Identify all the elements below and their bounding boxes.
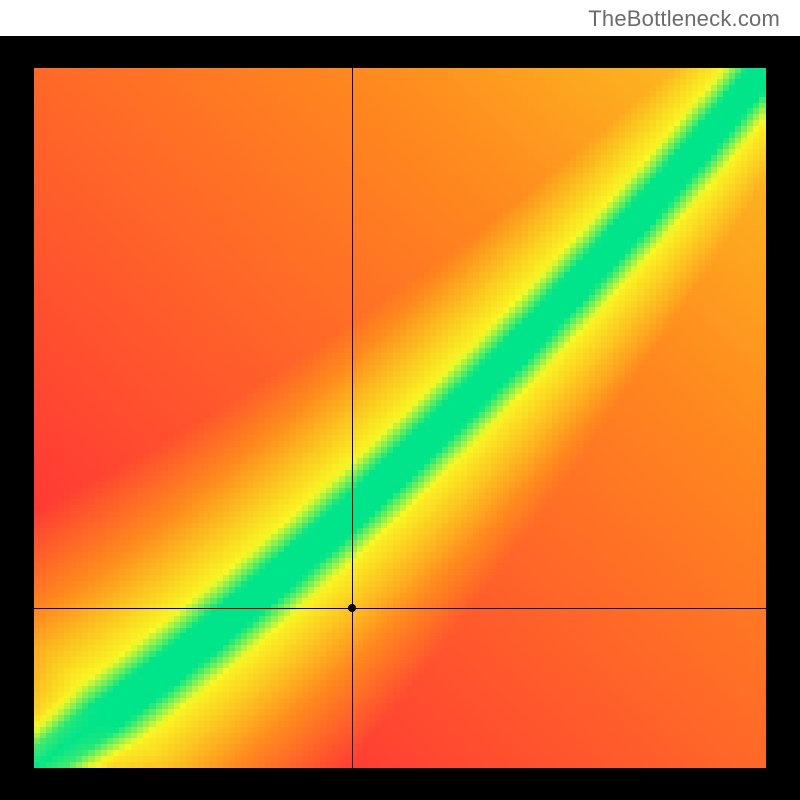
crosshair-vertical bbox=[352, 68, 353, 768]
heatmap-canvas bbox=[34, 68, 766, 768]
plot-area bbox=[34, 68, 766, 768]
watermark-text: TheBottleneck.com bbox=[588, 6, 780, 32]
crosshair-horizontal bbox=[34, 608, 766, 609]
marker-dot bbox=[348, 604, 356, 612]
